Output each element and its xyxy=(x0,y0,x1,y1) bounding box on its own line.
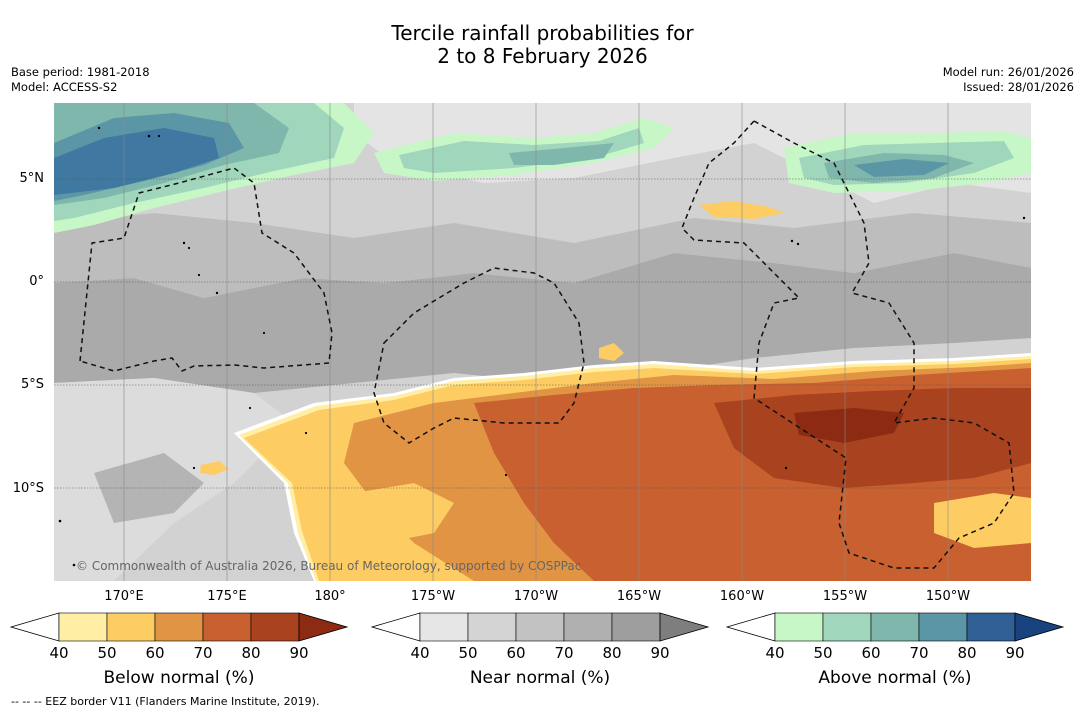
cb-above-tick-60: 60 xyxy=(861,644,881,662)
below-colorbar-segment xyxy=(202,612,252,642)
near-normal-dark-band xyxy=(54,253,1031,393)
gridlines xyxy=(54,178,1031,489)
issued-text: Issued: 28/01/2026 xyxy=(963,80,1074,94)
cb-above-title: Above normal (%) xyxy=(818,668,972,688)
above-normal-nw-80 xyxy=(54,128,219,195)
cb-above-tick-50: 50 xyxy=(813,644,833,662)
cb-below-tick-50: 50 xyxy=(97,644,117,662)
base-period-text: Base period: 1981-2018 xyxy=(11,65,150,79)
lon-label-160w: 160°W xyxy=(719,589,765,604)
near-colorbar-over-triangle xyxy=(659,612,710,642)
below-normal-yellow-patch-2 xyxy=(599,343,624,361)
title-line-2: 2 to 8 February 2026 xyxy=(437,44,648,68)
colorbar-near-normal xyxy=(371,612,710,642)
model-text: Model: ACCESS-S2 xyxy=(11,80,118,94)
cb-near-tick-70: 70 xyxy=(554,644,574,662)
below-normal-90 xyxy=(794,408,904,443)
above-normal-ne-70 xyxy=(854,159,949,177)
cb-below-title: Below normal (%) xyxy=(103,668,255,688)
cb-near-tick-40: 40 xyxy=(410,644,430,662)
islands xyxy=(58,126,1026,567)
above-colorbar-segment xyxy=(774,612,824,642)
lon-label-155w: 155°W xyxy=(822,589,868,604)
near-colorbar-segment xyxy=(515,612,565,642)
below-normal-80 xyxy=(714,388,1031,488)
below-colorbar-segment xyxy=(106,612,156,642)
colorbar-above-normal xyxy=(726,612,1065,642)
eez-borders xyxy=(79,120,1015,569)
lon-label-165w: 165°W xyxy=(616,589,662,604)
cb-above-tick-70: 70 xyxy=(909,644,929,662)
below-colorbar-over-triangle xyxy=(298,612,349,642)
lat-label-0: 0° xyxy=(29,274,44,289)
lat-label-5n: 5°N xyxy=(19,171,45,186)
cb-below-tick-90: 90 xyxy=(289,644,309,662)
below-colorbar-segment xyxy=(154,612,204,642)
above-colorbar-segment xyxy=(870,612,920,642)
below-colorbar-segment xyxy=(250,612,300,642)
copyright-text: © Commonwealth of Australia 2026, Bureau… xyxy=(76,559,581,573)
near-colorbar-segment xyxy=(611,612,661,642)
below-normal-yellow-patch-3 xyxy=(200,461,229,475)
below-normal-yellow-patch-1 xyxy=(699,201,784,219)
above-colorbar-segment xyxy=(918,612,968,642)
cb-above-tick-80: 80 xyxy=(957,644,977,662)
lon-label-175w: 175°W xyxy=(410,589,456,604)
cb-above-tick-40: 40 xyxy=(765,644,785,662)
cb-below-tick-80: 80 xyxy=(241,644,261,662)
model-run-text: Model run: 26/01/2026 xyxy=(942,65,1074,79)
metadata-right: Model run: 26/01/2026 Issued: 28/01/2026 xyxy=(943,65,1074,95)
lon-label-150w: 150°W xyxy=(925,589,971,604)
near-colorbar-segment xyxy=(467,612,517,642)
cb-below-tick-40: 40 xyxy=(49,644,69,662)
below-colorbar-under-triangle xyxy=(10,612,60,642)
meridians xyxy=(123,103,949,581)
cb-near-title: Near normal (%) xyxy=(469,668,611,688)
cb-near-tick-50: 50 xyxy=(458,644,478,662)
near-normal-mid-band xyxy=(54,213,1031,298)
near-colorbar-under-triangle xyxy=(371,612,421,642)
metadata-left: Base period: 1981-2018 Model: ACCESS-S2 xyxy=(11,65,150,95)
title-line-1: Tercile rainfall probabilities for xyxy=(391,21,694,45)
eez-footnote: -- -- -- EEZ border V11 (Flanders Marine… xyxy=(11,695,320,708)
colorbar-below-normal xyxy=(10,612,349,642)
near-colorbar-segment xyxy=(419,612,469,642)
rainfall-probability-map: © Commonwealth of Australia 2026, Bureau… xyxy=(54,103,1031,581)
near-normal-west-dark xyxy=(94,453,204,523)
lon-label-170w: 170°W xyxy=(513,589,559,604)
below-normal-yellow-se xyxy=(934,493,1031,548)
cb-near-tick-60: 60 xyxy=(506,644,526,662)
above-normal-north-band-50 xyxy=(399,128,644,173)
above-normal-north-band-60 xyxy=(509,143,614,165)
above-colorbar-over-triangle xyxy=(1014,612,1065,642)
lat-label-5s: 5°S xyxy=(20,377,44,392)
cb-near-tick-90: 90 xyxy=(650,644,670,662)
lon-label-180: 180° xyxy=(314,589,346,604)
lon-label-175e: 175°E xyxy=(207,589,247,604)
cb-below-tick-60: 60 xyxy=(145,644,165,662)
below-colorbar-segment xyxy=(58,612,108,642)
cb-above-tick-90: 90 xyxy=(1005,644,1025,662)
above-colorbar-under-triangle xyxy=(726,612,776,642)
above-colorbar-segment xyxy=(822,612,872,642)
lat-label-10s: 10°S xyxy=(12,481,44,496)
lon-label-170e: 170°E xyxy=(104,589,144,604)
near-colorbar-segment xyxy=(563,612,613,642)
chart-title: Tercile rainfall probabilities for 2 to … xyxy=(0,22,1085,68)
cb-below-tick-70: 70 xyxy=(193,644,213,662)
below-normal-yellow-south xyxy=(354,483,454,543)
above-colorbar-segment xyxy=(966,612,1016,642)
cb-near-tick-80: 80 xyxy=(602,644,622,662)
